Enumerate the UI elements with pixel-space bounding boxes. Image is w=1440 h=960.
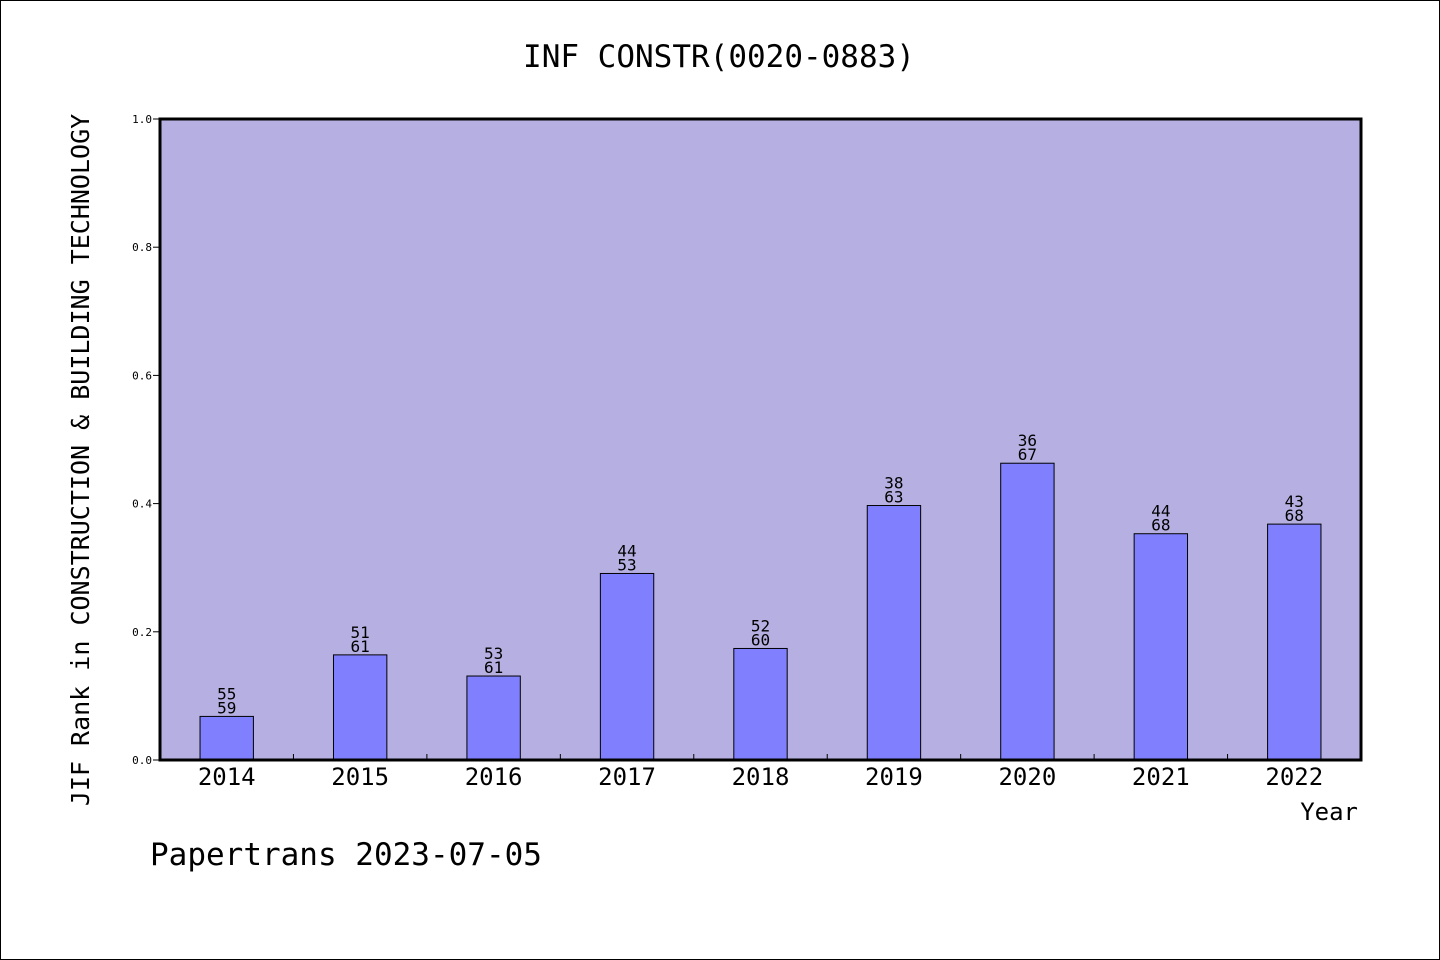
bar-rank-label: 36 [1018, 431, 1037, 450]
y-axis-ticks: 0.0 0.2 0.4 0.6 0.8 1.0 [132, 113, 160, 767]
x-axis-ticks: 2014 2015 2016 2017 2018 2019 2020 2021 2022 [198, 754, 1323, 791]
x-tick-label: 2022 [1265, 763, 1323, 791]
bar-total-label: 53 [617, 555, 636, 574]
bar-rank-label: 55 [217, 684, 236, 703]
bar-total-label: 68 [1285, 506, 1304, 525]
x-tick-label: 2018 [732, 763, 790, 791]
bar-2020 [1000, 462, 1055, 761]
bar-2014 [199, 715, 254, 761]
y-tick-label: 1.0 [132, 113, 152, 126]
bar-rank-label: 51 [351, 623, 370, 642]
bar-2017 [599, 572, 655, 761]
bar-total-label: 63 [884, 488, 903, 507]
y-axis-label: JIF Rank in CONSTRUCTION & BUILDING TECH… [66, 114, 95, 806]
bar-2018 [733, 647, 788, 761]
y-tick-label: 0.2 [132, 626, 152, 639]
x-tick-label: 2021 [1132, 763, 1190, 791]
bar-total-label: 61 [484, 658, 503, 677]
bar-total-label: 68 [1151, 516, 1170, 535]
bar-rank-label: 44 [1151, 502, 1170, 521]
y-tick-label: 0.0 [132, 754, 152, 767]
bar-2016 [466, 675, 521, 761]
bar-total-label: 61 [351, 637, 370, 656]
x-tick-label: 2020 [998, 763, 1056, 791]
x-tick-label: 2017 [598, 763, 656, 791]
x-axis-label: Year [1300, 798, 1358, 826]
bar-total-label: 60 [751, 630, 770, 649]
plot-frame [158, 117, 1363, 762]
footer-watermark: Papertrans 2023-07-05 [150, 837, 542, 873]
bar-rank-label: 53 [484, 644, 503, 663]
x-tick-label: 2014 [198, 763, 256, 791]
bar-series [199, 462, 1322, 761]
x-tick-label: 2016 [465, 763, 523, 791]
bar-rank-label: 52 [751, 616, 770, 635]
x-tick-label: 2019 [865, 763, 923, 791]
y-tick-label: 0.8 [132, 241, 152, 254]
bar-total-label: 59 [217, 698, 236, 717]
chart-title: INF CONSTR(0020-0883) [523, 39, 915, 75]
bar-rank-label: 38 [884, 474, 903, 493]
bar-2022 [1267, 523, 1322, 761]
bar-rank-label: 44 [617, 541, 636, 560]
y-tick-label: 0.4 [132, 498, 152, 511]
bar-rank-label: 43 [1285, 492, 1304, 511]
bar-2019 [866, 505, 922, 761]
bar-total-label: 67 [1018, 445, 1037, 464]
bar-2015 [332, 654, 388, 761]
x-tick-label: 2015 [331, 763, 389, 791]
y-tick-label: 0.6 [132, 369, 152, 382]
bar-2021 [1133, 533, 1189, 761]
